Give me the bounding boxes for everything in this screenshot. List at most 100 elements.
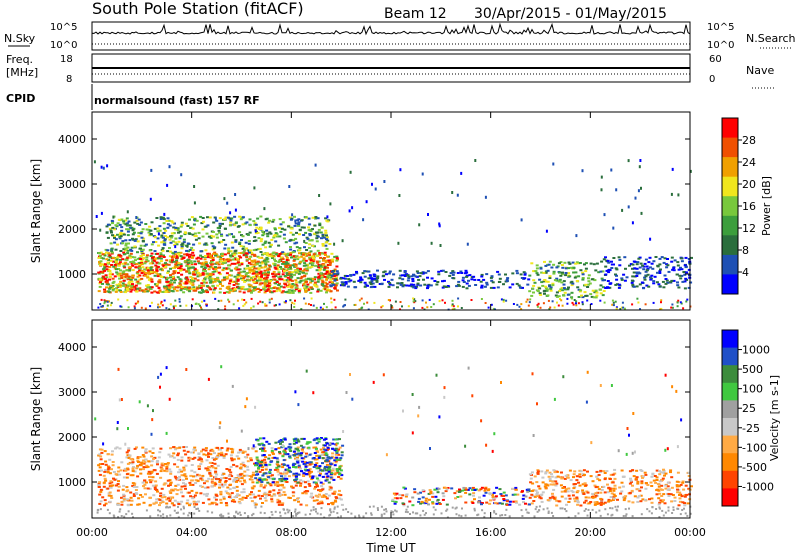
echo-cell	[334, 453, 338, 456]
echo-cell	[179, 263, 183, 266]
echo-cell	[227, 247, 231, 250]
echo-cell	[615, 278, 619, 281]
echo-cell	[200, 222, 204, 225]
echo-cell	[219, 256, 223, 258]
echo-cell	[99, 281, 102, 284]
echo-cell	[571, 494, 575, 497]
echo-cell	[144, 243, 148, 246]
ground-scatter-cell	[561, 304, 564, 307]
echo-cell	[108, 275, 112, 278]
echo-cell	[278, 253, 282, 255]
ground-scatter-cell	[228, 300, 231, 303]
echo-cell	[220, 477, 223, 480]
echo-cell	[176, 483, 180, 486]
echo-cell	[128, 281, 132, 284]
colorbar-swatch	[722, 215, 738, 236]
echo-cell	[293, 284, 297, 287]
echo-cell	[237, 275, 241, 278]
ground-scatter-cell	[245, 301, 248, 304]
echo-cell	[376, 275, 380, 278]
echo-cell	[104, 274, 108, 277]
echo-cell	[656, 264, 660, 267]
echo-cell	[192, 448, 196, 451]
echo-cell	[283, 437, 287, 440]
echo-cell	[230, 241, 234, 244]
echo-cell	[548, 498, 552, 501]
echo-cell	[632, 285, 636, 288]
echo-cell	[129, 503, 133, 506]
ground-scatter-cell	[268, 298, 271, 301]
echo-cell	[444, 271, 448, 273]
echo-cell	[439, 244, 442, 247]
echo-cell	[257, 467, 260, 470]
echo-cell	[302, 264, 306, 267]
echo-cell	[168, 165, 171, 169]
echo-cell	[209, 280, 213, 283]
echo-cell	[112, 471, 116, 473]
echo-cell	[259, 483, 263, 486]
echo-cell	[135, 467, 139, 470]
echo-cell	[169, 470, 173, 473]
echo-cell	[326, 466, 329, 469]
echo-cell	[137, 265, 141, 268]
ground-scatter-cell	[444, 301, 446, 304]
echo-cell	[251, 471, 255, 474]
echo-cell	[441, 498, 445, 501]
echo-cell	[279, 223, 283, 226]
echo-cell	[426, 287, 429, 290]
echo-cell	[311, 260, 315, 263]
echo-cell	[289, 286, 293, 289]
power-colorbar-label: Power [dB]	[760, 176, 773, 236]
echo-cell	[572, 476, 575, 479]
echo-cell	[298, 233, 301, 236]
echo-cell	[196, 260, 200, 263]
echo-cell	[207, 274, 211, 276]
echo-cell	[252, 220, 256, 223]
echo-cell	[684, 484, 688, 487]
echo-cell	[360, 278, 364, 281]
echo-cell	[604, 256, 607, 259]
ground-scatter-cell	[173, 307, 175, 310]
echo-cell	[231, 258, 235, 261]
echo-cell	[541, 481, 545, 484]
echo-cell	[168, 479, 172, 482]
echo-cell	[324, 438, 328, 440]
echo-cell	[103, 253, 107, 255]
echo-cell	[170, 502, 174, 505]
echo-cell	[311, 256, 315, 259]
echo-cell	[656, 488, 660, 491]
echo-cell	[335, 456, 339, 459]
echo-cell	[254, 450, 258, 453]
echo-cell	[262, 454, 266, 456]
echo-cell	[266, 274, 270, 277]
echo-cell	[195, 271, 199, 274]
echo-cell	[182, 449, 186, 452]
echo-cell	[300, 452, 303, 455]
echo-cell	[280, 267, 283, 270]
echo-cell	[215, 503, 219, 506]
echo-cell	[206, 492, 209, 495]
echo-cell	[453, 492, 457, 495]
echo-cell	[309, 259, 313, 262]
echo-cell	[208, 503, 212, 506]
echo-cell	[271, 257, 274, 259]
echo-cell	[100, 263, 104, 266]
ground-scatter-cell	[360, 307, 363, 310]
ground-scatter-cell	[536, 304, 539, 307]
echo-cell	[135, 219, 139, 222]
echo-cell	[101, 253, 105, 256]
echo-cell	[122, 476, 126, 479]
echo-cell	[186, 450, 190, 453]
echo-cell	[214, 476, 218, 479]
echo-cell	[198, 474, 201, 477]
echo-cell	[273, 266, 277, 269]
echo-cell	[308, 441, 312, 444]
echo-cell	[657, 489, 661, 492]
echo-cell	[255, 226, 259, 229]
echo-cell	[370, 278, 374, 281]
echo-cell	[125, 273, 129, 276]
echo-cell	[162, 493, 166, 496]
echo-cell	[391, 499, 395, 502]
echo-cell	[209, 234, 213, 237]
ground-scatter-cell	[490, 303, 493, 306]
